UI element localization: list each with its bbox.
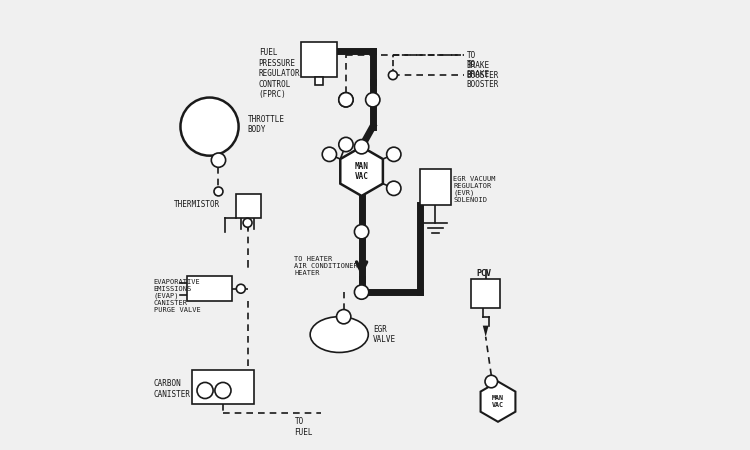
- Text: EGR
VALVE: EGR VALVE: [373, 325, 396, 344]
- Circle shape: [197, 382, 213, 399]
- Circle shape: [236, 284, 245, 293]
- Circle shape: [387, 181, 401, 195]
- Circle shape: [322, 147, 337, 162]
- Circle shape: [355, 285, 369, 299]
- Text: EVAPORATIVE
EMISSIONS
(EVAP)
CANISTER
PURGE VALVE: EVAPORATIVE EMISSIONS (EVAP) CANISTER PU…: [154, 279, 200, 313]
- Polygon shape: [340, 147, 383, 196]
- Circle shape: [339, 93, 353, 107]
- Text: THROTTLE
BODY: THROTTLE BODY: [248, 115, 284, 134]
- Circle shape: [365, 93, 380, 107]
- Text: MAN
VAC: MAN VAC: [492, 395, 504, 408]
- Circle shape: [214, 187, 223, 196]
- Text: TO
FUEL: TO FUEL: [295, 417, 313, 436]
- Circle shape: [215, 382, 231, 399]
- FancyBboxPatch shape: [188, 276, 232, 301]
- Circle shape: [355, 140, 369, 154]
- FancyBboxPatch shape: [471, 279, 500, 308]
- Circle shape: [387, 147, 401, 162]
- Polygon shape: [481, 382, 515, 422]
- Text: MAN
VAC: MAN VAC: [355, 162, 368, 181]
- Circle shape: [243, 218, 252, 227]
- Text: FUEL
PRESSURE
REGULATOR
CONTROL
(FPRC): FUEL PRESSURE REGULATOR CONTROL (FPRC): [259, 48, 300, 99]
- FancyBboxPatch shape: [420, 169, 451, 205]
- Circle shape: [211, 153, 226, 167]
- Text: THERMISTOR: THERMISTOR: [174, 200, 220, 209]
- Bar: [302, 42, 337, 77]
- Circle shape: [355, 225, 369, 239]
- Text: TO HEATER
AIR CONDITIONER/
HEATER: TO HEATER AIR CONDITIONER/ HEATER: [295, 256, 362, 276]
- Circle shape: [388, 71, 398, 80]
- Ellipse shape: [310, 317, 368, 352]
- Text: CARBON
CANISTER: CARBON CANISTER: [154, 379, 190, 399]
- Circle shape: [337, 310, 351, 324]
- Text: EGR VACUUM
REGULATOR
(EVR)
SOLENOID: EGR VACUUM REGULATOR (EVR) SOLENOID: [453, 176, 496, 203]
- FancyBboxPatch shape: [236, 194, 261, 218]
- FancyBboxPatch shape: [192, 370, 254, 404]
- Bar: [315, 77, 323, 86]
- Circle shape: [485, 375, 497, 388]
- Text: TO
BRAKE
BOOSTER: TO BRAKE BOOSTER: [466, 59, 499, 90]
- Text: PCV: PCV: [476, 269, 491, 278]
- Circle shape: [339, 137, 353, 152]
- Circle shape: [181, 98, 238, 156]
- Polygon shape: [483, 326, 488, 337]
- Text: TO
BRAKE
BOOSTER: TO BRAKE BOOSTER: [466, 50, 499, 81]
- Circle shape: [339, 93, 353, 107]
